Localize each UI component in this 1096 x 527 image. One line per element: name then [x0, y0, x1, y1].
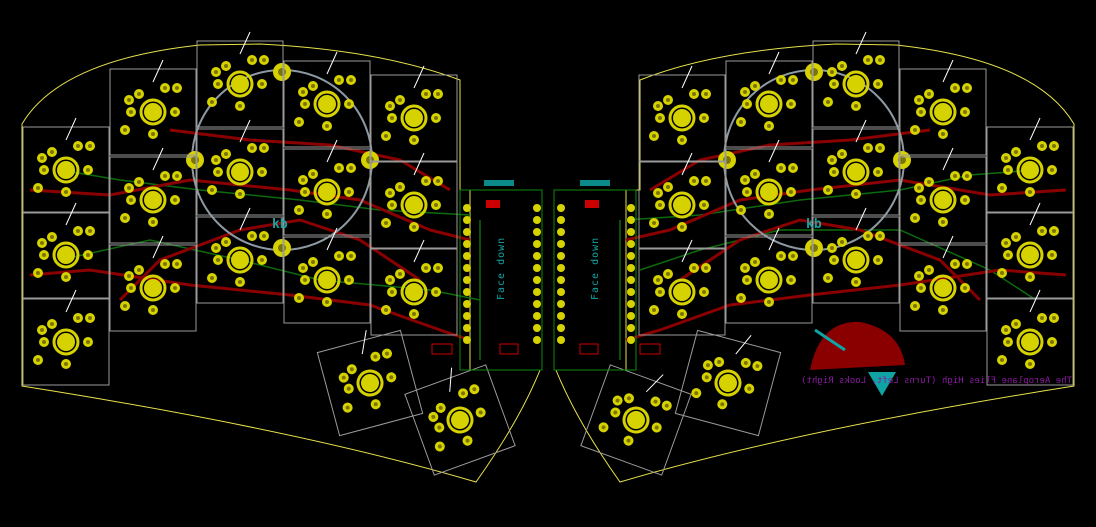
header-pin	[627, 252, 635, 260]
header-pin	[463, 336, 471, 344]
header-pin	[557, 276, 565, 284]
header-pin	[533, 336, 541, 344]
manufacturer-text: The Aeroplane Flies High (Turns Left, Lo…	[801, 376, 1072, 386]
header-pin	[533, 276, 541, 284]
key-switch	[899, 147, 987, 244]
header-pin	[533, 324, 541, 332]
header-pin	[463, 324, 471, 332]
key-switch	[404, 364, 516, 476]
logo-right: kb	[806, 217, 822, 232]
header-pin	[533, 288, 541, 296]
key-switch	[580, 364, 692, 476]
key-switch	[109, 59, 197, 156]
header-pin	[463, 276, 471, 284]
header-pin	[533, 204, 541, 212]
key-switch	[283, 139, 371, 236]
header-pin	[557, 264, 565, 272]
key-switch	[22, 289, 110, 386]
header-pin	[627, 264, 635, 272]
header-pin	[627, 240, 635, 248]
key-switch	[22, 117, 110, 214]
key-switch	[725, 139, 813, 236]
header-pin	[557, 312, 565, 320]
key-switch	[986, 289, 1074, 386]
header-pin	[557, 336, 565, 344]
header-pin	[627, 204, 635, 212]
header-pin	[533, 228, 541, 236]
header-pin	[533, 216, 541, 224]
header-pin	[557, 300, 565, 308]
key-switch	[899, 235, 987, 332]
key-switch	[638, 239, 726, 336]
smd-components	[431, 200, 661, 355]
face-down-label-left: Face down	[496, 237, 507, 300]
header-pin	[463, 264, 471, 272]
key-switch	[196, 207, 284, 304]
header-pin	[463, 204, 471, 212]
header-pin	[627, 324, 635, 332]
key-switch	[196, 119, 284, 216]
header-pin	[533, 312, 541, 320]
header-pin	[463, 312, 471, 320]
key-switch	[370, 152, 458, 249]
header-pin	[463, 252, 471, 260]
header-pin	[533, 264, 541, 272]
header-pin	[627, 336, 635, 344]
header-pin	[627, 216, 635, 224]
key-switch	[370, 65, 458, 162]
header-pin	[463, 216, 471, 224]
header-pin	[533, 300, 541, 308]
key-switch	[986, 117, 1074, 214]
key-switch	[725, 51, 813, 148]
header-pin	[557, 228, 565, 236]
key-switch	[812, 207, 900, 304]
key-switch	[725, 227, 813, 324]
header-pin	[627, 288, 635, 296]
key-switch	[812, 31, 900, 128]
key-switch	[899, 59, 987, 156]
key-switch	[638, 65, 726, 162]
logo-left: kb	[272, 217, 288, 232]
header-pin	[557, 324, 565, 332]
header-pin	[463, 288, 471, 296]
header-pin	[627, 276, 635, 284]
key-switch-footprints	[22, 31, 1074, 476]
key-switch	[283, 227, 371, 324]
header-pin	[463, 240, 471, 248]
header-pin	[557, 288, 565, 296]
header-pin	[557, 216, 565, 224]
encoder-rings	[186, 63, 911, 257]
key-switch	[109, 235, 197, 332]
header-pin	[627, 300, 635, 308]
key-switch	[674, 329, 782, 437]
header-pin	[557, 204, 565, 212]
header-pin	[557, 252, 565, 260]
header-pin	[627, 228, 635, 236]
key-switch	[638, 152, 726, 249]
mcu-left: Face down	[459, 180, 543, 371]
header-pin	[533, 240, 541, 248]
key-switch	[196, 31, 284, 128]
key-switch	[283, 51, 371, 148]
header-pin	[557, 240, 565, 248]
header-pin	[533, 252, 541, 260]
mcu-right: Face down	[553, 180, 637, 371]
key-switch	[109, 147, 197, 244]
key-switch	[812, 119, 900, 216]
key-switch	[986, 202, 1074, 299]
header-pin	[627, 312, 635, 320]
face-down-label-right: Face down	[590, 237, 601, 300]
key-switch	[316, 329, 424, 437]
header-pin	[463, 228, 471, 236]
key-switch	[370, 239, 458, 336]
back-copper-traces	[59, 169, 1037, 360]
header-pin	[463, 300, 471, 308]
key-switch	[22, 202, 110, 299]
mascot-graphic	[810, 321, 905, 396]
